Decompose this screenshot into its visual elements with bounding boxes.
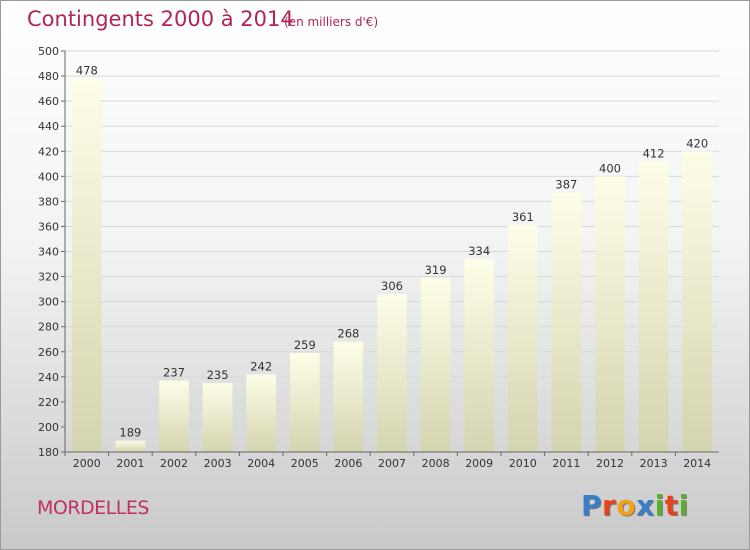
x-tick-label: 2014 [683, 457, 711, 470]
x-tick-label: 2002 [160, 457, 188, 470]
y-tick-label: 420 [38, 145, 59, 158]
bars: 478 189 237 235 242 259 268 306 319 334 361 387 400 4… [71, 64, 713, 452]
commune-name: MORDELLES [37, 497, 149, 519]
y-tick-label: 200 [38, 421, 59, 434]
y-axis: 180 200 220 240 260 280 300 320 340 360 380 400 420 4… [38, 45, 65, 459]
x-tick-label: 2007 [378, 457, 406, 470]
y-tick-label: 240 [38, 371, 59, 384]
logo-letter: t [664, 489, 679, 522]
y-tick-label: 300 [38, 296, 59, 309]
value-label: 319 [425, 263, 447, 277]
logo-letter: P [581, 489, 603, 522]
x-tick-label: 2006 [334, 457, 362, 470]
bar-2001 [115, 440, 146, 452]
y-tick-label: 440 [38, 120, 59, 133]
bar-2006 [333, 341, 364, 452]
x-axis: 2000 2001 2002 2003 2004 2005 2006 2007 2008 2009… [64, 51, 719, 470]
value-label: 259 [294, 338, 316, 352]
value-label: 242 [250, 359, 272, 373]
value-label: 237 [163, 366, 185, 380]
logo-letter: r [602, 489, 617, 522]
x-tick-label: 2005 [291, 457, 319, 470]
value-label: 306 [381, 279, 403, 293]
x-tick-label: 2004 [247, 457, 275, 470]
y-tick-label: 500 [38, 45, 59, 58]
value-label: 420 [686, 136, 708, 150]
bar-2011 [551, 192, 582, 452]
y-tick-label: 280 [38, 321, 59, 334]
x-tick-label: 2000 [73, 457, 101, 470]
bar-2003 [202, 383, 233, 452]
bar-2007 [377, 294, 407, 452]
bar-2008 [420, 277, 451, 452]
y-tick-label: 400 [38, 170, 59, 183]
value-label: 334 [468, 244, 490, 258]
bar-2014 [682, 151, 713, 452]
bar-2002 [159, 380, 189, 452]
x-tick-label: 2009 [465, 457, 493, 470]
value-label: 268 [337, 327, 359, 341]
value-label: 189 [119, 426, 141, 440]
y-tick-label: 380 [38, 195, 59, 208]
value-label: 235 [207, 368, 229, 382]
x-tick-label: 2008 [422, 457, 450, 470]
bar-2000 [71, 78, 102, 452]
logo-letter: o [616, 489, 637, 522]
logo-letter: i [654, 489, 665, 522]
y-tick-label: 320 [38, 271, 59, 284]
chart-title: Contingents 2000 à 2014 [27, 7, 294, 31]
bar-2010 [507, 225, 538, 452]
value-label: 412 [643, 146, 665, 160]
bar-2005 [289, 353, 320, 452]
bar-2012 [595, 176, 625, 452]
bar-2013 [638, 161, 669, 452]
bar-2009 [464, 259, 495, 452]
y-tick-label: 180 [38, 446, 59, 459]
y-tick-label: 220 [38, 396, 59, 409]
x-tick-label: 2003 [204, 457, 232, 470]
value-label: 387 [555, 178, 577, 192]
proxiti-logo: Proxiti [581, 489, 689, 522]
bar-2004 [246, 374, 277, 452]
x-tick-label: 2010 [509, 457, 537, 470]
y-tick-label: 340 [38, 246, 59, 259]
bar-chart: 1802002202402602803003203403603804004204… [38, 45, 719, 470]
y-tick-label: 460 [38, 95, 59, 108]
y-tick-label: 360 [38, 220, 59, 233]
x-tick-label: 2001 [116, 457, 144, 470]
x-tick-label: 2012 [596, 457, 624, 470]
logo-letter: i [678, 489, 689, 522]
chart-subtitle: (en milliers d'€) [284, 15, 379, 29]
value-label: 478 [76, 64, 98, 78]
x-tick-label: 2011 [552, 457, 580, 470]
value-label: 361 [512, 210, 534, 224]
value-label: 400 [599, 161, 621, 175]
logo-letter: x [636, 489, 655, 522]
x-tick-label: 2013 [640, 457, 668, 470]
y-tick-label: 480 [38, 70, 59, 83]
y-tick-label: 260 [38, 346, 59, 359]
